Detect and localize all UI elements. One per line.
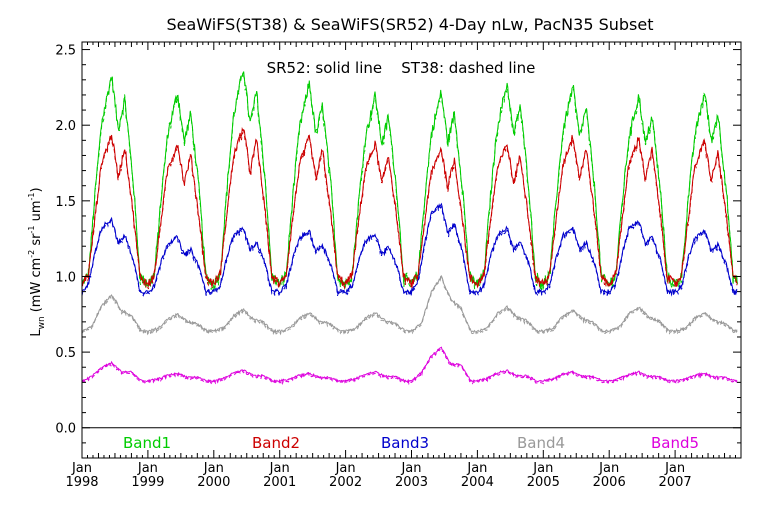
x-tick-year: 1999 xyxy=(131,475,164,490)
series-line-st38-band2 xyxy=(81,130,738,290)
series-line-st38-band1 xyxy=(81,72,738,294)
y-tick-label: 2.5 xyxy=(55,44,76,59)
y-axis-label-units: (mW cm xyxy=(29,258,44,313)
x-tick-year: 2007 xyxy=(659,475,692,490)
y-axis-label-exp1: -2 xyxy=(27,250,36,258)
y-tick-label: 0.0 xyxy=(55,422,76,437)
x-tick-year: 2002 xyxy=(329,475,362,490)
x-tick-year: 2006 xyxy=(593,475,626,490)
x-tick-month: Jan xyxy=(598,461,619,476)
chart-subtitle: SR52: solid line ST38: dashed line xyxy=(267,59,536,77)
x-tick-month: Jan xyxy=(664,461,685,476)
x-tick-year: 2003 xyxy=(395,475,428,490)
svg-text:Lwn(mW cm-2 sr-1 um-1): Lwn(mW cm-2 sr-1 um-1) xyxy=(27,187,47,336)
legend-band4: Band4 xyxy=(517,434,565,452)
legend-band5: Band5 xyxy=(651,434,699,452)
y-axis-label-exp3: -1 xyxy=(27,192,36,200)
y-axis-label-end: um xyxy=(29,200,44,225)
y-tick-label: 0.5 xyxy=(55,346,76,361)
y-tick-label: 1.5 xyxy=(55,195,76,210)
x-tick-year: 2001 xyxy=(263,475,296,490)
x-tick-month: Jan xyxy=(137,461,158,476)
y-axis-label: Lwn(mW cm-2 sr-1 um-1) xyxy=(27,187,47,336)
y-axis-label-sub: wn xyxy=(37,316,47,329)
legend-band3: Band3 xyxy=(381,434,429,452)
x-tick-month: Jan xyxy=(269,461,290,476)
x-tick-month: Jan xyxy=(400,461,421,476)
x-tick-month: Jan xyxy=(71,461,92,476)
series-line-sr52-band4 xyxy=(81,275,738,334)
series-line-st38-band4 xyxy=(81,275,738,336)
y-axis-label-mid: sr xyxy=(29,233,44,250)
x-tick-year: 2004 xyxy=(461,475,494,490)
series-line-sr52-band5 xyxy=(81,346,738,383)
y-axis-label-exp2: -1 xyxy=(27,226,36,234)
x-tick-year: 2005 xyxy=(527,475,560,490)
legend-band2: Band2 xyxy=(252,434,300,452)
x-tick-month: Jan xyxy=(203,461,224,476)
series-line-st38-band5 xyxy=(82,348,738,386)
y-axis-label-close: ) xyxy=(29,187,44,192)
series-line-sr52-band2 xyxy=(81,126,738,289)
x-tick-month: Jan xyxy=(335,461,356,476)
x-tick-month: Jan xyxy=(532,461,553,476)
legend-band1: Band1 xyxy=(123,434,171,452)
series-line-sr52-band1 xyxy=(81,71,738,289)
y-tick-label: 2.0 xyxy=(55,119,76,134)
x-tick-year: 2000 xyxy=(197,475,230,490)
series-line-sr52-band3 xyxy=(81,202,738,296)
y-axis-label-main: L xyxy=(29,329,44,337)
plot-frame xyxy=(81,41,742,459)
chart-title: SeaWiFS(ST38) & SeaWiFS(SR52) 4-Day nLw,… xyxy=(166,15,653,34)
x-tick-year: 1998 xyxy=(65,475,98,490)
y-tick-label: 1.0 xyxy=(55,270,76,285)
x-tick-month: Jan xyxy=(466,461,487,476)
